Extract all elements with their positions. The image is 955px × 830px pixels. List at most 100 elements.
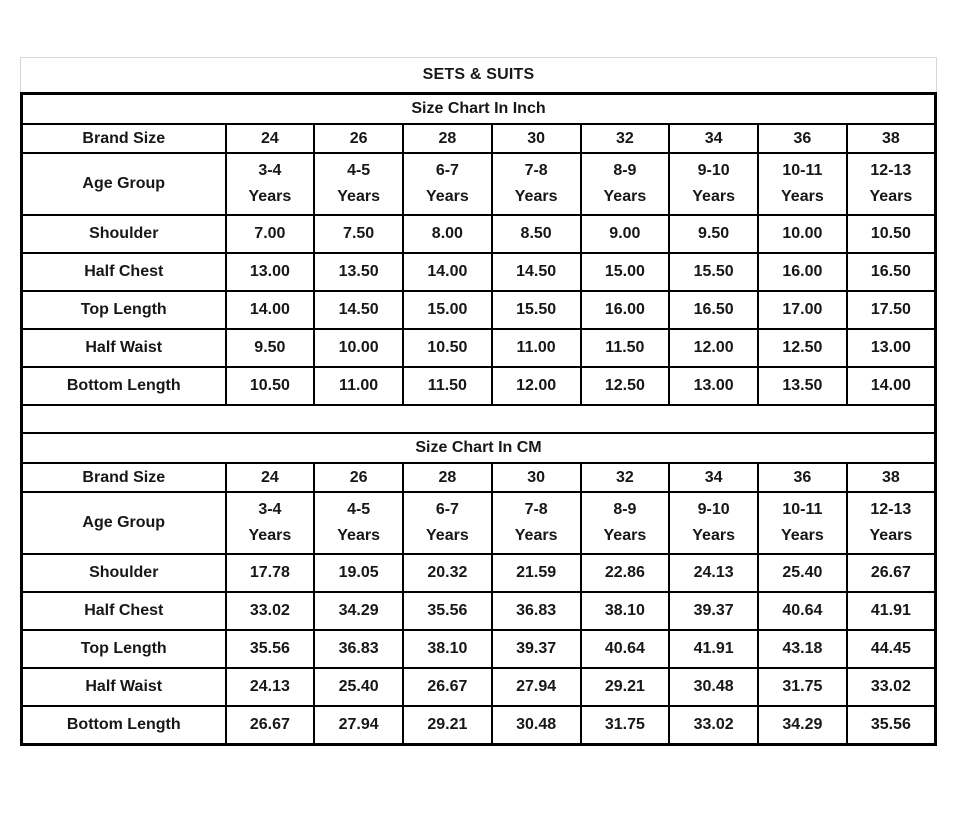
measurement-value: 30.48: [668, 667, 759, 707]
measurement-value: 35.56: [845, 705, 937, 746]
measurement-value: 35.56: [402, 591, 493, 631]
age-range: 12-13: [870, 501, 912, 519]
measurement-value: 24.13: [668, 553, 759, 593]
age-range: 9-10: [697, 501, 730, 519]
brand-size-value: 28: [402, 462, 493, 493]
measurement-value: 24.13: [224, 667, 316, 707]
measurement-value: 20.32: [402, 553, 493, 593]
measurement-value: 12.00: [668, 328, 759, 368]
age-unit: Years: [337, 527, 380, 544]
measurement-value: 10.50: [402, 328, 493, 368]
age-unit: Years: [248, 527, 292, 544]
age-unit: Years: [426, 188, 469, 205]
measurement-value: 15.50: [668, 252, 759, 292]
age-group-label: Age Group: [20, 491, 227, 555]
measurement-value: 25.40: [757, 553, 848, 593]
age-range: 10-11: [782, 162, 823, 180]
measurement-value: 16.50: [845, 252, 937, 292]
measurement-label: Top Length: [20, 629, 227, 669]
measurement-label: Shoulder: [20, 214, 227, 254]
measurement-row-cm: Half Chest 33.02 34.29 35.56 36.83 38.10 39.37…: [20, 591, 937, 631]
brand-size-value: 38: [845, 462, 937, 493]
age-group-value: 9-10 Years: [668, 152, 759, 216]
brand-size-value: 24: [224, 123, 316, 154]
measurement-value: 11.50: [402, 366, 493, 406]
measurement-label: Half Waist: [20, 667, 227, 707]
brand-size-value: 34: [668, 123, 759, 154]
measurement-value: 14.00: [845, 366, 937, 406]
measurement-value: 9.50: [224, 328, 316, 368]
brand-size-value: 28: [402, 123, 493, 154]
age-group-row-inch: Age Group 3-4 Years 4-5 Years 6-7 Years 7-8 Year…: [20, 152, 937, 216]
brand-size-row-cm: Brand Size 24 26 28 30 32 34 36 38: [20, 462, 937, 493]
section-header-cm: Size Chart In CM: [20, 432, 937, 464]
age-range: 3-4: [258, 162, 282, 180]
measurement-value: 14.00: [224, 290, 316, 330]
measurement-value: 40.64: [579, 629, 671, 669]
measurement-row-cm: Bottom Length 26.67 27.94 29.21 30.48 31.75 33…: [20, 705, 937, 746]
measurement-value: 17.50: [845, 290, 937, 330]
measurement-value: 26.67: [224, 705, 316, 746]
measurement-value: 10.00: [757, 214, 848, 254]
measurement-value: 31.75: [579, 705, 671, 746]
age-unit: Years: [603, 527, 647, 544]
age-group-value: 6-7 Years: [402, 491, 493, 555]
age-group-value: 7-8 Years: [490, 491, 582, 555]
brand-size-value: 30: [490, 123, 582, 154]
measurement-value: 25.40: [313, 667, 404, 707]
measurement-row-cm: Shoulder 17.78 19.05 20.32 21.59 22.86 24.13 25…: [20, 553, 937, 593]
brand-size-value: 38: [845, 123, 937, 154]
measurement-row-inch: Bottom Length 10.50 11.00 11.50 12.00 12.50 13…: [20, 366, 937, 406]
age-range: 6-7: [435, 162, 459, 180]
measurement-value: 15.00: [579, 252, 671, 292]
age-group-value: 10-11 Years: [757, 491, 848, 555]
measurement-row-inch: Half Waist 9.50 10.00 10.50 11.00 11.50 12.00 1…: [20, 328, 937, 368]
measurement-value: 35.56: [224, 629, 316, 669]
measurement-value: 29.21: [402, 705, 493, 746]
measurement-label: Half Chest: [20, 591, 227, 631]
age-group-value: 7-8 Years: [490, 152, 582, 216]
table-spacer-cell: [20, 404, 937, 434]
age-group-row-cm: Age Group 3-4 Years 4-5 Years 6-7 Years 7-8 Year…: [20, 491, 937, 555]
measurement-value: 40.64: [757, 591, 848, 631]
age-range: 8-9: [613, 162, 637, 180]
age-group-value: 10-11 Years: [757, 152, 848, 216]
age-group-value: 4-5 Years: [313, 491, 404, 555]
age-range: 6-7: [435, 501, 459, 519]
measurement-row-cm: Top Length 35.56 36.83 38.10 39.37 40.64 41.91…: [20, 629, 937, 669]
measurement-value: 44.45: [845, 629, 937, 669]
measurement-value: 17.78: [224, 553, 316, 593]
size-chart-table: Size Chart In Inch Brand Size 24 26 28 30 32 34…: [20, 92, 937, 746]
brand-size-value: 36: [757, 462, 848, 493]
measurement-value: 7.00: [224, 214, 316, 254]
measurement-value: 36.83: [313, 629, 404, 669]
brand-size-value: 34: [668, 462, 759, 493]
measurement-value: 10.00: [313, 328, 404, 368]
age-range: 7-8: [524, 162, 548, 180]
measurement-value: 19.05: [313, 553, 404, 593]
size-chart-body: Size Chart In Inch Brand Size 24 26 28 30 32 34…: [20, 92, 937, 746]
measurement-value: 16.50: [668, 290, 759, 330]
age-range: 7-8: [524, 501, 548, 519]
age-range: 12-13: [870, 162, 912, 180]
measurement-value: 27.94: [313, 705, 404, 746]
measurement-value: 39.37: [668, 591, 759, 631]
age-unit: Years: [781, 527, 824, 544]
section-header-row-inch: Size Chart In Inch: [20, 92, 937, 125]
measurement-value: 31.75: [757, 667, 848, 707]
measurement-value: 27.94: [490, 667, 582, 707]
age-group-value: 3-4 Years: [224, 152, 316, 216]
measurement-label: Bottom Length: [20, 705, 227, 746]
measurement-value: 8.00: [402, 214, 493, 254]
measurement-value: 34.29: [313, 591, 404, 631]
brand-size-label: Brand Size: [20, 462, 227, 493]
table-spacer-row: [20, 404, 937, 434]
measurement-value: 13.00: [224, 252, 316, 292]
measurement-value: 14.50: [313, 290, 404, 330]
age-unit: Years: [514, 527, 558, 544]
measurement-label: Shoulder: [20, 553, 227, 593]
age-range: 4-5: [347, 501, 371, 519]
measurement-value: 38.10: [579, 591, 671, 631]
age-range: 3-4: [258, 501, 282, 519]
measurement-row-inch: Top Length 14.00 14.50 15.00 15.50 16.00 16.50…: [20, 290, 937, 330]
